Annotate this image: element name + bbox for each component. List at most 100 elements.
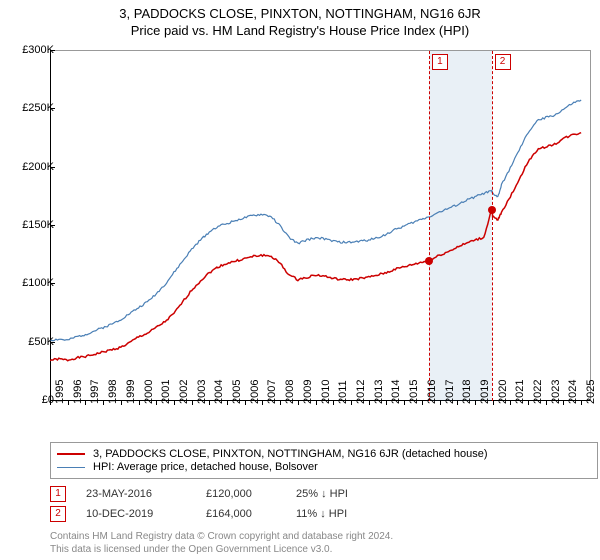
x-tick-mark	[68, 400, 69, 405]
sale-marker-box: 2	[50, 506, 66, 522]
x-tick-mark	[440, 400, 441, 405]
x-tick-label: 2019	[479, 380, 491, 404]
y-tick-mark	[50, 108, 55, 109]
x-tick-label: 2018	[461, 380, 473, 404]
x-tick-label: 2022	[532, 380, 544, 404]
x-tick-mark	[50, 400, 51, 405]
x-tick-mark	[121, 400, 122, 405]
sale-marker-box: 1	[50, 486, 66, 502]
sale-price: £164,000	[206, 508, 296, 520]
x-tick-label: 2017	[444, 380, 456, 404]
x-tick-label: 1997	[89, 380, 101, 404]
footer-line-2: This data is licensed under the Open Gov…	[50, 543, 393, 556]
x-tick-label: 2011	[337, 380, 349, 404]
y-tick-mark	[50, 167, 55, 168]
title-line-1: 3, PADDOCKS CLOSE, PINXTON, NOTTINGHAM, …	[0, 0, 600, 21]
x-tick-mark	[546, 400, 547, 405]
x-tick-label: 2013	[373, 380, 385, 404]
x-tick-label: 2004	[213, 380, 225, 404]
x-tick-label: 1998	[107, 380, 119, 404]
chart-container: 3, PADDOCKS CLOSE, PINXTON, NOTTINGHAM, …	[0, 0, 600, 560]
x-tick-label: 1996	[72, 380, 84, 404]
x-tick-label: 1999	[125, 380, 137, 404]
x-tick-label: 2015	[408, 380, 420, 404]
y-tick-mark	[50, 225, 55, 226]
legend-box: 3, PADDOCKS CLOSE, PINXTON, NOTTINGHAM, …	[50, 442, 598, 479]
sale-date: 23-MAY-2016	[86, 488, 206, 500]
y-tick-mark	[50, 50, 55, 51]
x-tick-mark	[333, 400, 334, 405]
plot-area: 12	[50, 50, 591, 401]
x-tick-mark	[563, 400, 564, 405]
x-tick-mark	[192, 400, 193, 405]
x-tick-label: 2023	[550, 380, 562, 404]
x-tick-mark	[262, 400, 263, 405]
x-tick-label: 2009	[302, 380, 314, 404]
x-tick-label: 2025	[585, 380, 597, 404]
x-tick-mark	[386, 400, 387, 405]
sales-table: 1 23-MAY-2016 £120,000 25% ↓ HPI 2 10-DE…	[50, 486, 386, 526]
x-tick-mark	[298, 400, 299, 405]
x-tick-mark	[493, 400, 494, 405]
sale-marker-line	[492, 51, 493, 401]
x-tick-mark	[280, 400, 281, 405]
x-tick-mark	[581, 400, 582, 405]
legend-label: HPI: Average price, detached house, Bols…	[93, 461, 318, 473]
x-tick-label: 2005	[231, 380, 243, 404]
x-tick-label: 2000	[143, 380, 155, 404]
series-line-hpi	[50, 100, 581, 341]
x-tick-mark	[422, 400, 423, 405]
x-tick-label: 2006	[249, 380, 261, 404]
x-tick-label: 2003	[196, 380, 208, 404]
legend-item: HPI: Average price, detached house, Bols…	[57, 461, 591, 473]
x-tick-label: 2024	[567, 380, 579, 404]
x-tick-mark	[245, 400, 246, 405]
x-tick-mark	[209, 400, 210, 405]
x-tick-mark	[85, 400, 86, 405]
x-tick-mark	[510, 400, 511, 405]
x-tick-label: 2020	[497, 380, 509, 404]
sale-diff: 11% ↓ HPI	[296, 508, 386, 520]
x-tick-label: 2012	[355, 380, 367, 404]
x-tick-label: 1995	[54, 380, 66, 404]
x-tick-mark	[528, 400, 529, 405]
sales-row: 2 10-DEC-2019 £164,000 11% ↓ HPI	[50, 506, 386, 522]
sale-marker-dot	[425, 257, 433, 265]
sale-marker-line	[429, 51, 430, 401]
x-tick-mark	[404, 400, 405, 405]
y-tick-mark	[50, 283, 55, 284]
sale-marker-flag: 1	[432, 54, 448, 70]
x-tick-mark	[227, 400, 228, 405]
x-tick-mark	[156, 400, 157, 405]
x-tick-label: 2008	[284, 380, 296, 404]
x-tick-mark	[103, 400, 104, 405]
x-tick-mark	[174, 400, 175, 405]
x-tick-mark	[316, 400, 317, 405]
legend-swatch	[57, 467, 85, 468]
sales-row: 1 23-MAY-2016 £120,000 25% ↓ HPI	[50, 486, 386, 502]
legend-item: 3, PADDOCKS CLOSE, PINXTON, NOTTINGHAM, …	[57, 448, 591, 460]
sale-marker-dot	[488, 206, 496, 214]
plot-svg	[50, 51, 590, 401]
sale-price: £120,000	[206, 488, 296, 500]
x-tick-mark	[475, 400, 476, 405]
x-tick-label: 2010	[320, 380, 332, 404]
x-tick-label: 2007	[266, 380, 278, 404]
sale-diff: 25% ↓ HPI	[296, 488, 386, 500]
y-tick-mark	[50, 342, 55, 343]
footer-attribution: Contains HM Land Registry data © Crown c…	[50, 530, 393, 556]
x-tick-mark	[139, 400, 140, 405]
series-line-price_paid	[50, 133, 581, 361]
x-tick-label: 2014	[390, 380, 402, 404]
x-tick-label: 2001	[160, 380, 172, 404]
x-tick-mark	[369, 400, 370, 405]
footer-line-1: Contains HM Land Registry data © Crown c…	[50, 530, 393, 543]
title-line-2: Price paid vs. HM Land Registry's House …	[0, 21, 600, 44]
x-tick-label: 2021	[514, 380, 526, 404]
x-tick-mark	[351, 400, 352, 405]
sale-marker-flag: 2	[495, 54, 511, 70]
x-tick-mark	[457, 400, 458, 405]
x-tick-label: 2016	[426, 380, 438, 404]
legend-swatch	[57, 453, 85, 455]
legend-label: 3, PADDOCKS CLOSE, PINXTON, NOTTINGHAM, …	[93, 448, 488, 460]
